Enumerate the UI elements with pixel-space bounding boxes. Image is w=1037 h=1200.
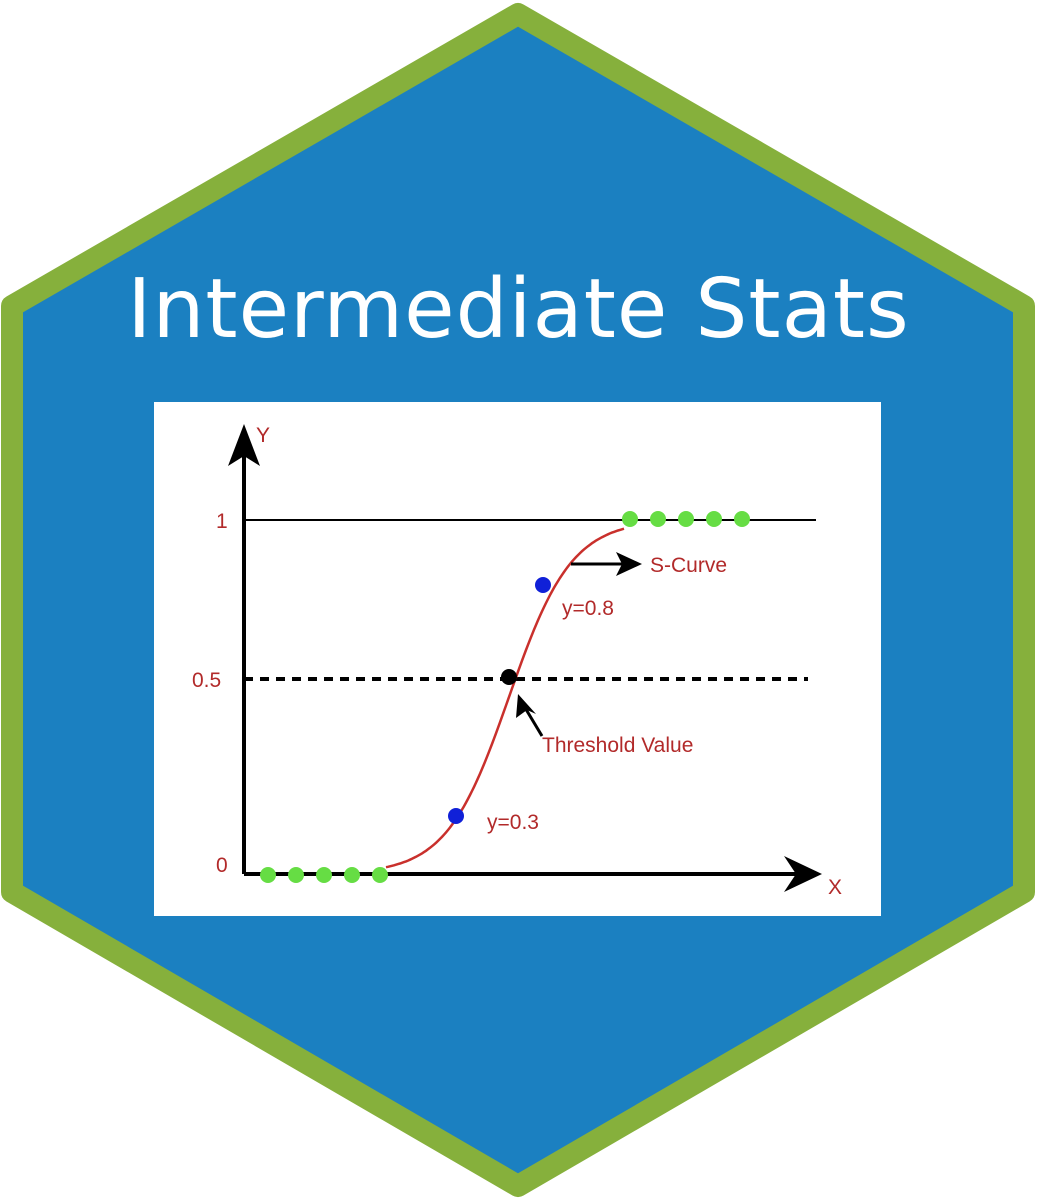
sigmoid-chart: Y X 1 0.5 0 y=0.3 y=0.8 S-Curve Threshol… xyxy=(192,424,842,899)
threshold-point xyxy=(501,669,517,685)
class-point xyxy=(372,867,388,883)
s-curve-label: S-Curve xyxy=(650,554,727,577)
y-axis-arrow-icon xyxy=(228,424,260,466)
class-point xyxy=(288,867,304,883)
class-point xyxy=(734,511,750,527)
class-point xyxy=(706,511,722,527)
sigmoid-curve xyxy=(385,527,625,869)
y-tick-label: 0 xyxy=(216,854,228,877)
probability-point xyxy=(448,808,464,824)
class-1-points xyxy=(622,511,750,527)
class-point xyxy=(678,511,694,527)
class-point xyxy=(344,867,360,883)
threshold-arrow-line xyxy=(522,705,544,737)
s-curve-arrow-icon xyxy=(616,552,642,576)
class-point xyxy=(622,511,638,527)
threshold-arrow-icon xyxy=(516,694,536,718)
probability-point xyxy=(535,577,551,593)
badge-title: Intermediate Stats xyxy=(127,262,910,357)
chart-panel: Y X 1 0.5 0 y=0.3 y=0.8 S-Curve Threshol… xyxy=(154,402,881,916)
class-point xyxy=(316,867,332,883)
threshold-label: Threshold Value xyxy=(542,734,693,757)
x-axis-arrow-icon xyxy=(784,856,822,892)
y-tick-label: 0.5 xyxy=(192,669,221,692)
y-tick-label: 1 xyxy=(216,510,228,533)
y-axis-label: Y xyxy=(256,424,270,447)
x-axis-label: X xyxy=(828,876,842,899)
class-point xyxy=(650,511,666,527)
y-high-label: y=0.8 xyxy=(562,597,614,620)
class-point xyxy=(260,867,276,883)
y-low-label: y=0.3 xyxy=(487,811,539,834)
class-0-points xyxy=(260,867,388,883)
